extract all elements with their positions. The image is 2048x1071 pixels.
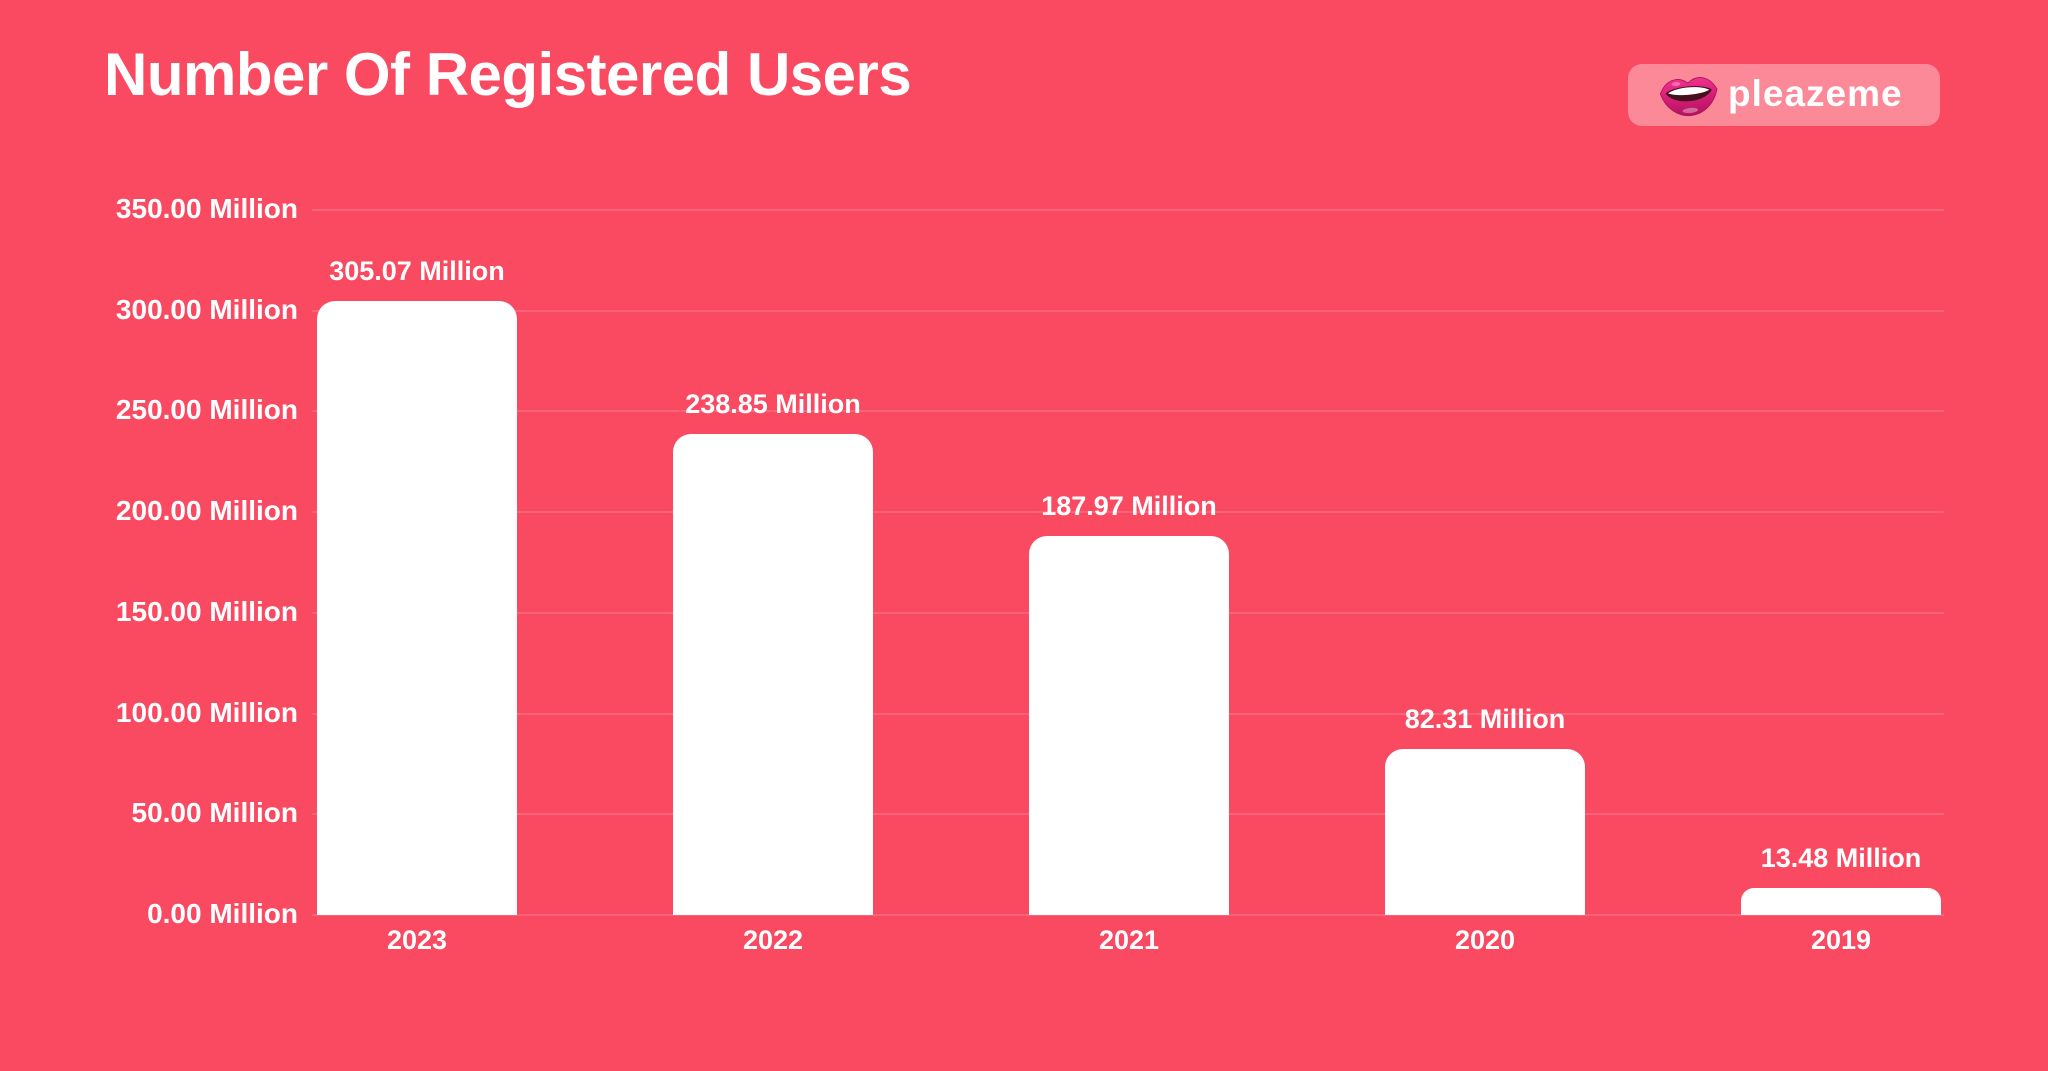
x-axis-label: 2023: [386, 925, 448, 955]
gridline: [312, 914, 1944, 916]
bar-2019: [1741, 887, 1941, 915]
x-axis-label: 2022: [742, 925, 804, 955]
gridline: [312, 511, 1944, 514]
y-axis-tick-label: 0.00 Million: [147, 898, 298, 929]
y-axis-tick-label: 150.00 Million: [115, 595, 298, 627]
gridline: [312, 309, 1944, 312]
gridline: [312, 209, 1944, 211]
bar-value-label: 13.48 Million: [1760, 842, 1922, 873]
gridline: [312, 410, 1944, 413]
x-axis-label: 2019: [1810, 925, 1872, 955]
bar-2023: [317, 300, 517, 915]
bar-value-label: 305.07 Million: [329, 255, 505, 286]
bar-2021: [1029, 536, 1229, 915]
y-axis-tick-label: 200.00 Million: [115, 495, 298, 527]
y-axis-tick-label: 50.00 Million: [131, 797, 299, 829]
x-axis-label: 2020: [1454, 925, 1516, 955]
y-axis-tick-label: 100.00 Million: [115, 696, 298, 728]
lips-icon: [1659, 77, 1718, 117]
x-axis-label: 2021: [1098, 925, 1160, 955]
y-axis-tick-label: 250.00 Million: [115, 394, 298, 426]
y-axis-tick-label: 350.00 Million: [115, 193, 298, 224]
brand-logo-text: pleazeme: [1728, 73, 1903, 114]
y-axis-tick-label: 300.00 Million: [115, 293, 298, 325]
brand-logo-badge: pleazeme: [1628, 64, 1940, 126]
bar-2020: [1385, 749, 1585, 915]
bar-2022: [673, 433, 873, 915]
chart-title: Number Of Registered Users: [104, 41, 912, 108]
bar-value-label: 238.85 Million: [685, 388, 861, 419]
bar-value-label: 187.97 Million: [1041, 491, 1217, 522]
bar-value-label: 82.31 Million: [1404, 704, 1566, 735]
